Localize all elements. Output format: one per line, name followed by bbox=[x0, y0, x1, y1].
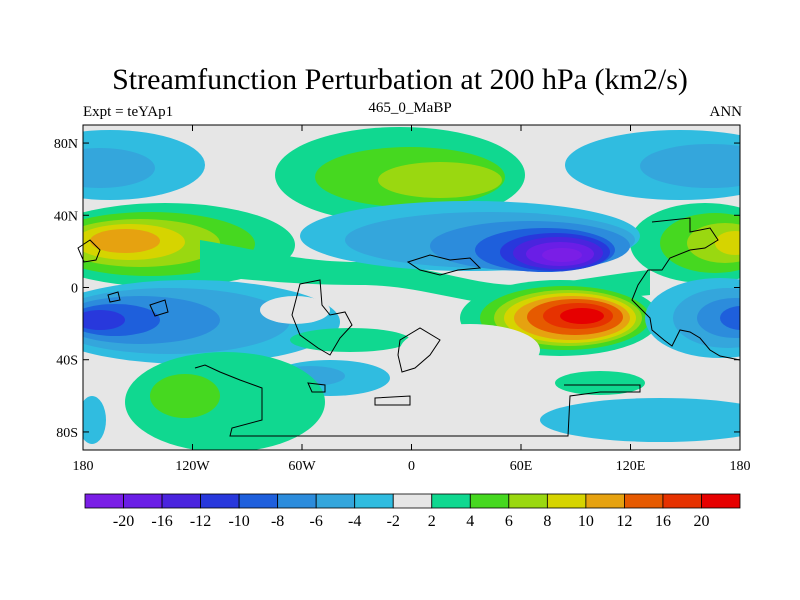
colorbar-label: 2 bbox=[428, 513, 436, 530]
case-label: 465_0_MaBP bbox=[368, 100, 452, 116]
lon-tick-label: 0 bbox=[408, 459, 415, 474]
lon-tick-label: 120W bbox=[175, 459, 210, 474]
negative-anomaly-north-pacific bbox=[565, 130, 740, 200]
colorbar-swatch bbox=[84, 493, 124, 509]
colorbar-swatch bbox=[585, 493, 625, 509]
colorbar-label: -10 bbox=[228, 513, 249, 530]
colorbar-label: -12 bbox=[190, 513, 211, 530]
season-label: ANN bbox=[709, 104, 743, 120]
colorbar-swatch bbox=[546, 493, 587, 509]
longitude-axis: 180 120W 60W 0 60E 120E 180 bbox=[73, 125, 751, 474]
colorbar-swatch bbox=[701, 493, 741, 509]
colorbar-swatch bbox=[200, 493, 240, 509]
lon-tick-label: 180 bbox=[73, 459, 94, 474]
lon-tick-label: 60W bbox=[288, 459, 316, 474]
coastlines bbox=[77, 217, 741, 437]
lat-tick-label: 40S bbox=[56, 354, 78, 369]
lon-tick-label: 180 bbox=[730, 459, 751, 474]
colorbar-label: 8 bbox=[543, 513, 551, 530]
colorbar: -20 -16 -12 -10 -8 -6 -4 -2 2 4 6 8 10 12 16 20 bbox=[84, 493, 741, 530]
experiment-label: Expt = teYAp1 bbox=[83, 104, 174, 120]
colorbar-swatch bbox=[123, 493, 163, 509]
positive-anomaly-indian-ocean bbox=[460, 280, 660, 356]
colorbar-label: -8 bbox=[271, 513, 284, 530]
plot-title: Streamfunction Perturbation at 200 hPa (… bbox=[112, 63, 688, 96]
positive-anomaly-north-atlantic bbox=[275, 127, 525, 223]
colorbar-label: -16 bbox=[151, 513, 172, 530]
colorbar-label: 20 bbox=[693, 513, 709, 530]
colorbar-label: 6 bbox=[505, 513, 513, 530]
colorbar-swatch bbox=[392, 493, 433, 509]
negative-anomaly-arctic bbox=[83, 130, 205, 200]
lon-tick-label: 120E bbox=[616, 459, 646, 474]
colorbar-swatch bbox=[277, 493, 317, 509]
colorbar-label: 10 bbox=[578, 513, 594, 530]
colorbar-swatch bbox=[315, 493, 356, 509]
negative-anomaly-asia bbox=[300, 201, 640, 272]
colorbar-label: -20 bbox=[113, 513, 134, 530]
negative-anomaly-southwest-pacific bbox=[645, 278, 740, 358]
latitude-axis: 80N 40N 0 40S 80S bbox=[54, 137, 740, 441]
positive-band-southern bbox=[83, 296, 740, 450]
colorbar-label: -6 bbox=[310, 513, 323, 530]
colorbar-swatch bbox=[662, 493, 702, 509]
lon-tick-label: 60E bbox=[510, 459, 533, 474]
lat-tick-label: 40N bbox=[54, 209, 78, 224]
colorbar-swatch bbox=[161, 493, 201, 509]
contour-field bbox=[83, 127, 740, 450]
lat-tick-label: 0 bbox=[71, 282, 78, 297]
positive-anomaly-west-pacific bbox=[630, 203, 740, 283]
colorbar-label: 4 bbox=[466, 513, 474, 530]
colorbar-label: -2 bbox=[387, 513, 400, 530]
colorbar-swatch bbox=[624, 493, 664, 509]
colorbar-swatch bbox=[354, 493, 394, 509]
colorbar-label: 16 bbox=[655, 513, 671, 530]
colorbar-swatch bbox=[238, 493, 279, 509]
colorbar-swatch bbox=[469, 493, 510, 509]
colorbar-label: 12 bbox=[616, 513, 632, 530]
colorbar-swatch bbox=[508, 493, 548, 509]
lat-tick-label: 80N bbox=[54, 137, 78, 152]
lat-tick-label: 80S bbox=[56, 426, 78, 441]
negative-anomaly-south-pacific bbox=[83, 280, 340, 364]
colorbar-label: -4 bbox=[348, 513, 361, 530]
colorbar-swatch bbox=[431, 493, 471, 509]
